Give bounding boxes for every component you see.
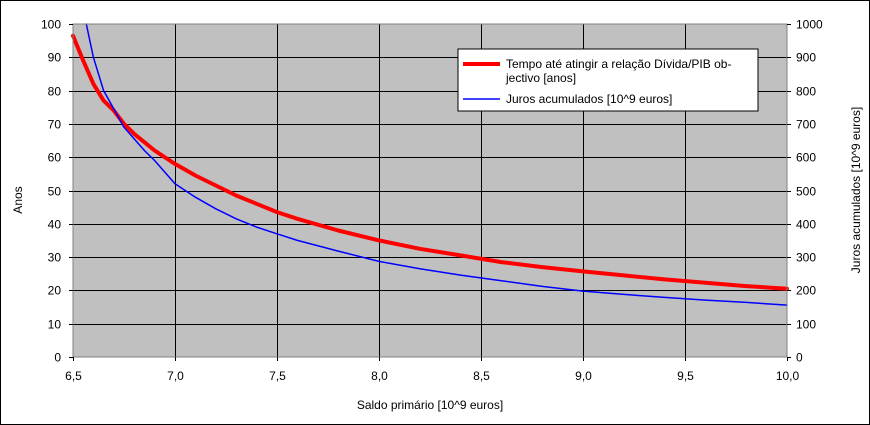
y2-axis-title: Juros acumulados [10^9 euros] <box>849 107 863 273</box>
x-tick-label: 7,5 <box>269 369 286 383</box>
x-tick-label: 9,5 <box>677 369 694 383</box>
y-tick-label: 10 <box>48 318 62 332</box>
legend-label-series-2: Juros acumulados [10^9 euros] <box>506 92 672 106</box>
y-tick-label: 20 <box>48 284 62 298</box>
x-tick-label: 10,0 <box>776 369 800 383</box>
y-axis-left: 0 10 20 30 40 50 60 70 80 90 100 <box>41 18 73 365</box>
legend-box <box>457 48 759 112</box>
y-tick-label: 60 <box>48 151 62 165</box>
x-axis: 6,5 7,0 7,5 8,0 8,5 9,0 9,5 10,0 <box>65 357 800 383</box>
y2-tick-label: 1000 <box>796 18 823 32</box>
x-axis-title: Saldo primário [10^9 euros] <box>357 398 503 412</box>
y2-tick-label: 800 <box>796 85 816 99</box>
grid-lines <box>73 24 787 357</box>
y2-tick-label: 900 <box>796 51 816 65</box>
series-line-juros <box>85 23 788 306</box>
y2-tick-label: 400 <box>796 218 816 232</box>
y2-tick-label: 0 <box>796 351 803 365</box>
y2-tick-label: 700 <box>796 118 816 132</box>
x-tick-label: 6,5 <box>65 369 82 383</box>
plot-border <box>72 23 788 358</box>
y2-tick-label: 600 <box>796 151 816 165</box>
y2-tick-label: 500 <box>796 185 816 199</box>
y2-tick-label: 200 <box>796 284 816 298</box>
y-axis-right: 0 100 200 300 400 500 600 700 800 900 1000 <box>787 18 823 365</box>
series-layer <box>71 23 789 306</box>
y2-tick-label: 100 <box>796 318 816 332</box>
y-tick-label: 30 <box>48 251 62 265</box>
x-tick-label: 9,0 <box>575 369 592 383</box>
y-tick-label: 40 <box>48 218 62 232</box>
legend: Tempo até atingir a relação Dívida/PIB o… <box>457 48 759 112</box>
x-tick-label: 7,0 <box>167 369 184 383</box>
y-tick-label: 70 <box>48 118 62 132</box>
legend-label-series-1-line-1: Tempo até atingir a relação Dívida/PIB o… <box>506 57 731 71</box>
y-tick-label: 0 <box>54 351 61 365</box>
x-tick-label: 8,5 <box>473 369 490 383</box>
y-tick-label: 90 <box>48 51 62 65</box>
y-tick-label: 50 <box>48 185 62 199</box>
y-tick-label: 80 <box>48 85 62 99</box>
x-tick-label: 8,0 <box>371 369 388 383</box>
legend-label-series-1-line-2: jectivo [anos] <box>505 71 576 85</box>
y-tick-label: 100 <box>41 18 61 32</box>
y2-tick-label: 300 <box>796 251 816 265</box>
y-axis-title: Anos <box>11 186 25 213</box>
